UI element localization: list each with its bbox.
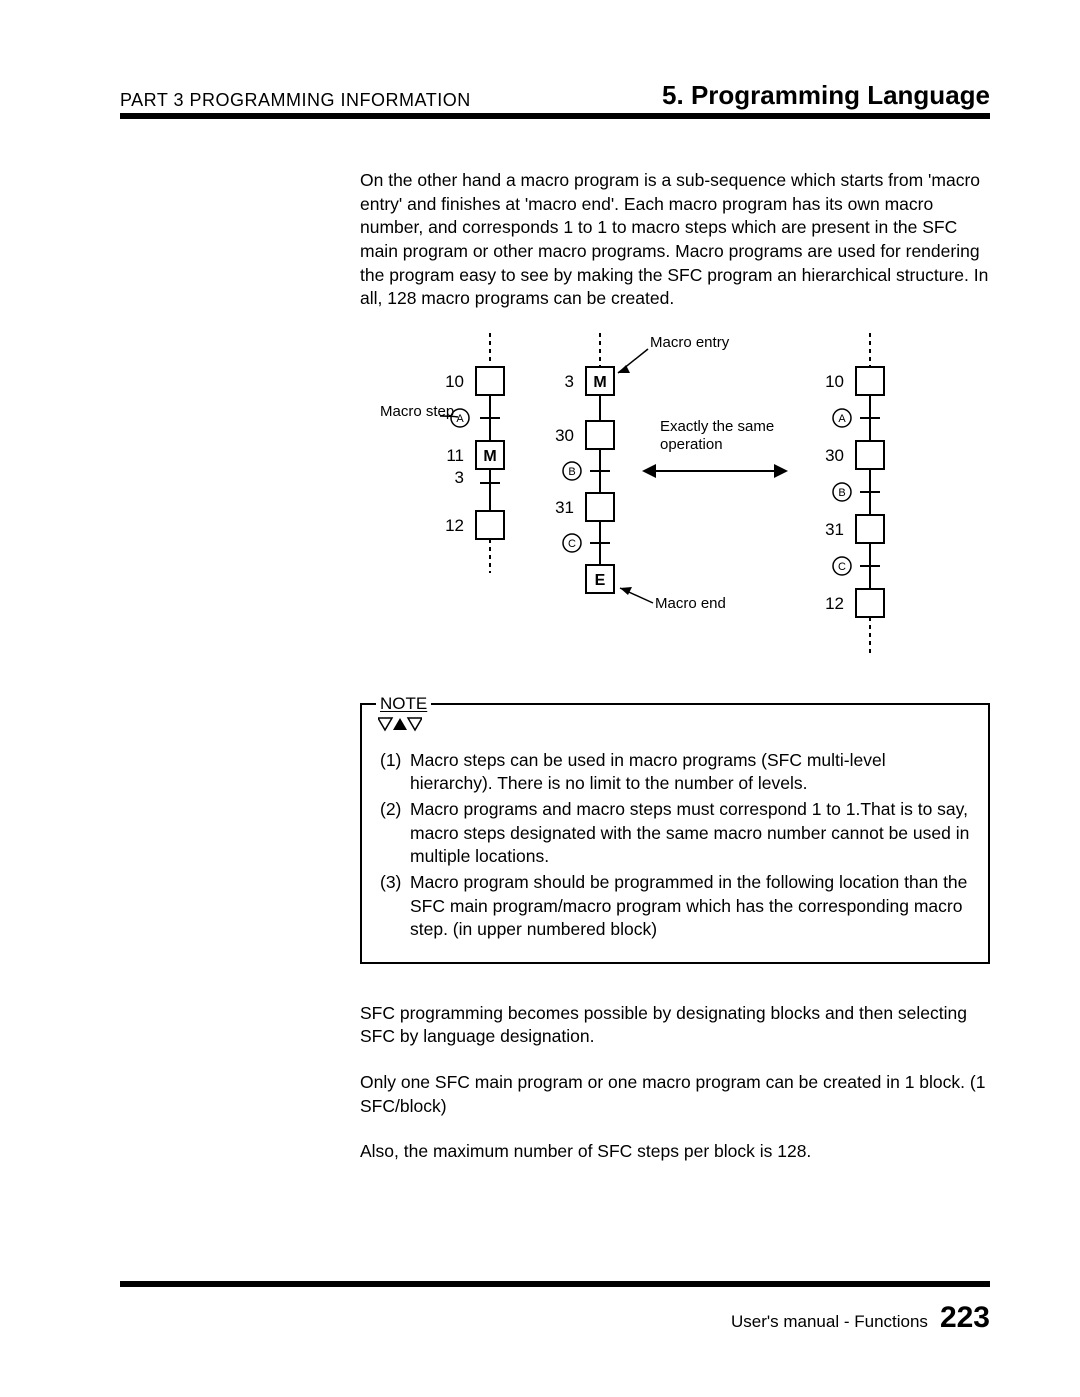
intro-paragraph: On the other hand a macro program is a s… — [360, 169, 990, 311]
col1-step11-sub: 3 — [455, 468, 464, 487]
col2-stepE: E — [595, 572, 606, 589]
footer: User's manual - Functions 223 — [731, 1301, 990, 1335]
col2-trans-c: C — [568, 538, 576, 550]
header-chapter-title: 5. Programming Language — [662, 80, 990, 111]
macro-end-label: Macro end — [655, 595, 726, 612]
col2-step30-box — [586, 421, 614, 449]
note-item-text: Macro steps can be used in macro program… — [410, 749, 970, 796]
col3-trans-c: C — [838, 561, 846, 573]
col1-step11-num: 11 — [446, 446, 464, 465]
note-item-text: Macro programs and macro steps must corr… — [410, 798, 970, 869]
col2-step3-num: 3 — [565, 372, 574, 391]
same-op-line1: Exactly the same — [660, 418, 774, 435]
arrow-left-icon — [642, 464, 656, 478]
note-item: (1) Macro steps can be used in macro pro… — [380, 749, 970, 796]
body-column: On the other hand a macro program is a s… — [360, 169, 990, 1164]
note-item-text: Macro program should be programmed in th… — [410, 871, 970, 942]
arrow-right-icon — [774, 464, 788, 478]
col2-step31-num: 31 — [555, 498, 574, 517]
note-item-num: (1) — [380, 749, 410, 796]
sfc-macro-diagram: 10 A Macro step 11 M 3 — [340, 333, 970, 663]
col2-step30-num: 30 — [555, 426, 574, 445]
note-item-num: (2) — [380, 798, 410, 869]
note-triangles-icon — [378, 716, 422, 737]
diagram-col3: 10 A 30 B 31 — [825, 333, 884, 653]
col3-step12-num: 12 — [825, 594, 844, 613]
col3-step30-num: 30 — [825, 446, 844, 465]
macro-entry-label: Macro entry — [650, 334, 730, 351]
note-title: NOTE — [376, 694, 431, 714]
same-op-line2: operation — [660, 436, 723, 453]
page: PART 3 PROGRAMMING INFORMATION 5. Progra… — [0, 0, 1080, 1397]
col1-step11-m: M — [483, 448, 496, 465]
col3-trans-a: A — [838, 413, 846, 425]
diagram-col2: 3 M Macro entry 30 B — [555, 333, 730, 612]
col1-step12-num: 12 — [445, 516, 464, 535]
col2-step31-box — [586, 493, 614, 521]
note-list: (1) Macro steps can be used in macro pro… — [380, 749, 970, 942]
paragraph-3: Only one SFC main program or one macro p… — [360, 1071, 990, 1118]
footer-label: User's manual - Functions — [731, 1312, 928, 1332]
col2-step3-m: M — [593, 374, 606, 391]
note-item-num: (3) — [380, 871, 410, 942]
same-operation-callout: Exactly the same operation — [642, 418, 788, 478]
page-header: PART 3 PROGRAMMING INFORMATION 5. Progra… — [120, 80, 990, 119]
col3-step10-num: 10 — [825, 372, 844, 391]
paragraph-2: SFC programming becomes possible by desi… — [360, 1002, 990, 1049]
note-item: (2) Macro programs and macro steps must … — [380, 798, 970, 869]
col1-step10-num: 10 — [445, 372, 464, 391]
col3-step31-num: 31 — [825, 520, 844, 539]
note-item: (3) Macro program should be programmed i… — [380, 871, 970, 942]
col1-step10-box — [476, 367, 504, 395]
macro-step-label: Macro step — [380, 403, 454, 420]
col2-trans-b: B — [568, 466, 575, 478]
note-box: NOTE (1) Macro steps can be used in macr… — [360, 703, 990, 964]
diagram-col1: 10 A Macro step 11 M 3 — [380, 333, 504, 573]
col1-step12-box — [476, 511, 504, 539]
header-part-label: PART 3 PROGRAMMING INFORMATION — [120, 90, 471, 111]
footer-page-number: 223 — [940, 1301, 990, 1335]
paragraph-4: Also, the maximum number of SFC steps pe… — [360, 1140, 990, 1164]
col1-trans-a: A — [456, 413, 464, 425]
col3-trans-b: B — [838, 487, 845, 499]
footer-rule — [120, 1281, 990, 1287]
